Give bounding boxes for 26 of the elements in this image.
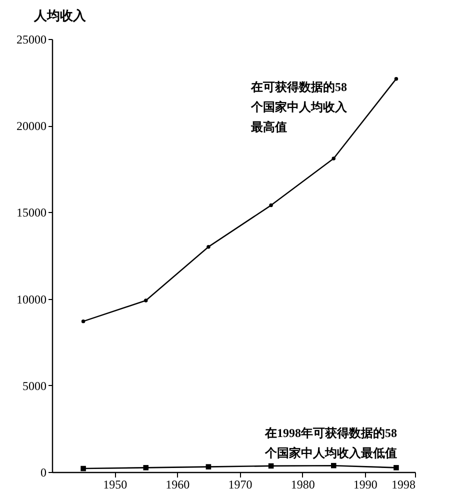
- x-tick-label: 1980: [290, 478, 315, 492]
- x-tick-label: 1970: [228, 478, 252, 492]
- y-tick-label: 25000: [16, 32, 46, 46]
- annotation: 在可获得数据的58个国家中人均收入最高值: [250, 80, 348, 134]
- y-tick-label: 10000: [16, 292, 46, 306]
- point: [330, 462, 336, 468]
- annotation: 在1998年可获得数据的58个国家中人均收入最低值: [264, 426, 397, 460]
- point: [80, 466, 86, 472]
- x-tick-label: 1960: [166, 478, 190, 492]
- y-axis-title: 人均收入: [33, 8, 87, 23]
- point: [143, 465, 149, 470]
- x-tick-label: 1950: [103, 478, 128, 492]
- point: [206, 464, 212, 470]
- point: [206, 244, 210, 249]
- x-tick-label: 1990: [353, 478, 378, 492]
- point: [394, 465, 399, 470]
- y-tick-label: 20000: [16, 119, 46, 134]
- point: [144, 298, 148, 302]
- y-tick-label: 15000: [16, 206, 46, 220]
- y-tick-label: 5000: [22, 378, 46, 393]
- point: [269, 203, 273, 208]
- y-tick-label: 0: [40, 466, 46, 480]
- x-tick-label: 1998: [392, 478, 416, 492]
- point: [394, 76, 398, 81]
- point: [332, 156, 336, 160]
- point: [81, 319, 86, 324]
